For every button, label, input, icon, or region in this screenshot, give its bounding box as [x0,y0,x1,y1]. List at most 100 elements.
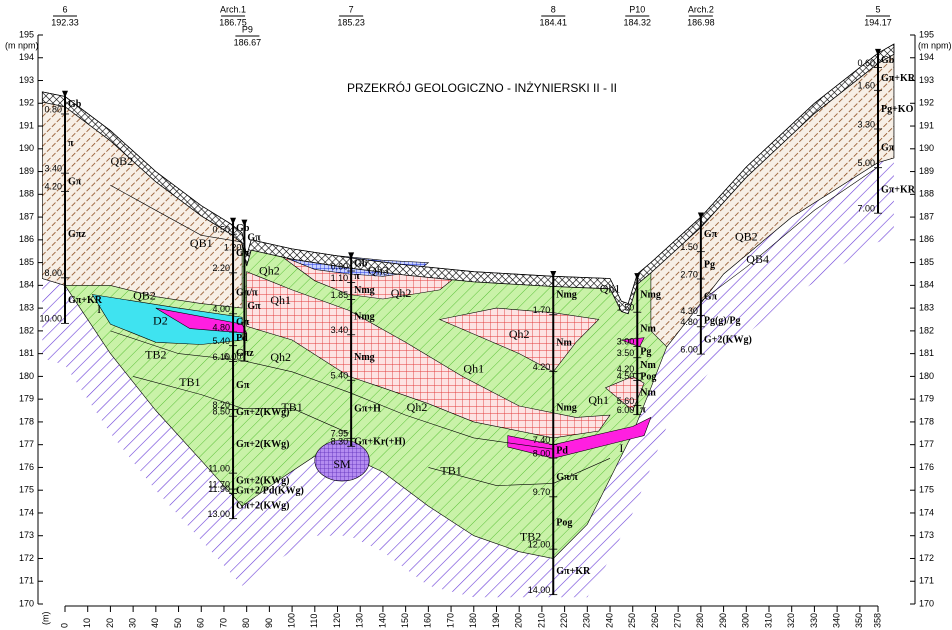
depth-label: 1.50 [617,303,635,313]
borehole-head [230,217,237,225]
depth-label: 8.00 [44,268,62,278]
qh2-band [246,271,611,439]
borehole-elevation: 184.41 [539,17,567,27]
stratum-label: QB4 [746,252,769,266]
soil-label: Gπ+2(KWg) [236,475,289,486]
soil-label: Gπ+KR [556,566,591,577]
y-tick-label: 180 [19,371,34,381]
depth-label: 4.00 [213,304,231,314]
depth-label: 5.40 [213,336,231,346]
x-tick-label: 260 [650,613,660,628]
depth-label: 8.30 [331,437,349,447]
x-tick-label: 280 [695,613,705,628]
y-tick-label: 173 [19,530,34,540]
y-tick-label: 170 [919,598,934,608]
depth-label: 3.30 [857,119,875,129]
y-tick-label: 191 [19,120,34,130]
y-tick-label: 181 [919,348,934,358]
title: PRZEKRÓJ GEOLOGICZNO - INŻYNIERSKI II - … [347,80,617,95]
soil-label: Nmg [556,402,577,413]
x-tick-label: 220 [559,613,569,628]
soil-label: Pd [556,446,568,457]
stratum-label: I [619,441,623,455]
y-unit-right: (m npm) [918,40,952,50]
soil-label: Gb [881,55,895,66]
depth-label: 6.10 [213,352,231,362]
depth-label: 6.00 [680,344,698,354]
soil-label: Gb [236,223,250,234]
borehole-name: 7 [349,4,354,14]
y-tick-label: 171 [919,576,934,586]
y-tick-label: 174 [919,507,934,517]
y-tick-label: 176 [19,462,34,472]
y-tick-label: 178 [19,416,34,426]
borehole-head [697,212,704,220]
depth-label: 4.80 [680,317,698,327]
soil-label: Gπ [704,291,718,302]
depth-label: 8.20 [213,400,231,410]
x-tick-label: 0 [59,623,69,628]
x-tick-label: 80 [241,618,251,628]
stratum-label: Qh1 [600,282,621,296]
x-tick-label: 50 [173,618,183,628]
x-tick-label: 270 [673,613,683,628]
soil-label: Nmg [354,311,375,322]
borehole-elevation: 185.23 [337,17,365,27]
soil-label: Gb [68,99,82,110]
y-tick-label: 172 [19,553,34,563]
fill-crust [41,43,895,315]
soil-label: Nmg [640,289,661,300]
y-tick-label: 190 [919,143,934,153]
soil-label: Gπ+KR [881,73,916,84]
y-tick-label: 193 [919,75,934,85]
soil-label: Gπz [68,229,86,240]
qh2-small [604,376,645,411]
depth-label: 13.00 [208,509,231,519]
y-tick-label: 187 [919,211,934,221]
soil-label: Nm [640,387,656,398]
x-tick-label: 310 [763,613,773,628]
soil-label: Nmg [354,285,375,296]
stratum-label: Qh1 [463,361,484,375]
x-tick-label: 90 [264,618,274,628]
soil-label: Pog [640,371,656,382]
soil-label: Gπ+KR [68,295,103,306]
soil-label: Nm [640,324,656,335]
y-tick-label: 189 [19,166,34,176]
borehole-head [875,48,881,56]
geology [41,43,895,598]
x-tick-label: 200 [514,613,524,628]
x-tick-label: 320 [786,613,796,628]
depth-label: 4.50 [617,371,635,381]
stratum-label: TB1 [440,464,461,478]
magenta-small [621,337,645,348]
soil-label: Pg [640,346,651,357]
y-tick-label: 180 [919,371,934,381]
borehole-elevation: 186.75 [219,17,247,27]
soil-label: Gπ+KR [881,185,916,196]
y-tick-label: 187 [19,211,34,221]
stratum-label: Qh2 [391,286,412,300]
soil-label: Nmg [556,290,577,301]
depth-label: 7.00 [857,204,875,214]
y-tick-label: 172 [919,553,934,563]
x-tick-label: 140 [377,613,387,628]
y-tick-label: 177 [19,439,34,449]
y-tick-label: 175 [919,485,934,495]
depth-label: 6.00 [224,352,242,362]
x-unit: (m) [40,612,50,626]
cyan-layer [91,294,243,345]
y-tick-label: 176 [919,462,934,472]
magenta-layer [155,307,248,334]
depth-label: 12.00 [528,540,551,550]
depth-label: 1.50 [680,242,698,252]
x-tick-label: 160 [423,613,433,628]
depth-label: 1.20 [224,242,242,252]
boundary [428,458,611,486]
borehole-name: 5 [875,4,880,14]
y-tick-label: 194 [19,52,34,62]
soil-label: Gπ/π [236,288,258,299]
depth-label: 1.85 [331,290,349,300]
soil-label: Gπ [881,143,895,154]
